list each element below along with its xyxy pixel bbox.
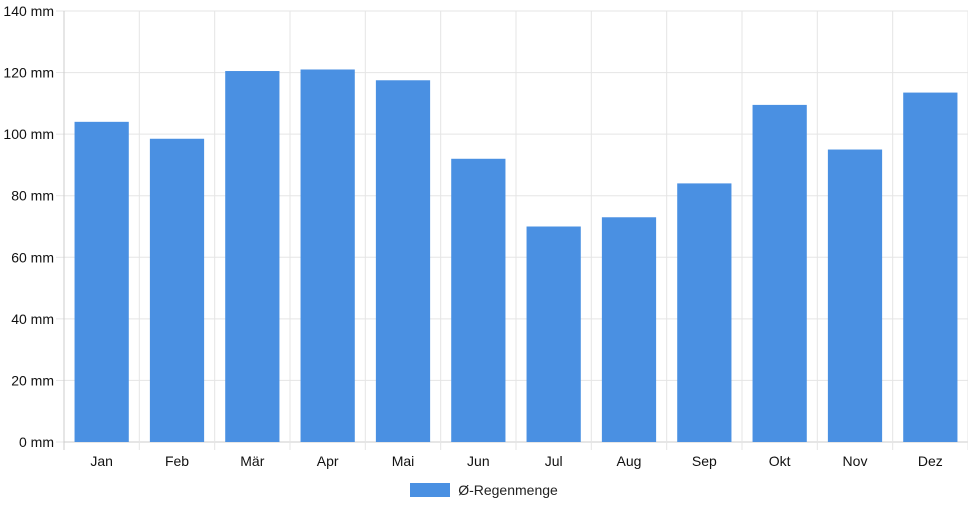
bar [375,80,431,443]
x-tick-label: Apr [317,453,339,469]
y-tick-label: 40 mm [11,311,54,327]
bar [225,71,280,443]
y-tick-label: 60 mm [11,249,54,265]
y-tick-label: 0 mm [19,434,54,450]
bar [677,183,732,442]
bar [752,104,807,443]
x-tick-label: Dez [918,453,943,469]
legend-swatch [410,483,451,497]
x-tick-label: Aug [617,453,642,469]
x-tick-label: Jun [467,453,490,469]
bar [451,158,506,442]
bar [601,217,657,442]
bar [827,149,883,443]
x-tick-label: Jan [90,453,113,469]
x-tick-label: Mai [392,453,415,469]
x-tick-label: Feb [165,453,189,469]
y-tick-label: 120 mm [3,65,54,81]
x-tick-label: Sep [692,453,717,469]
bar [149,138,205,442]
x-tick-label: Okt [769,453,791,469]
bar [526,226,581,442]
y-tick-label: 140 mm [3,3,54,19]
x-tick-label: Mär [240,453,264,469]
x-tick-label: Jul [545,453,563,469]
chart-legend[interactable]: Ø-Regenmenge [0,480,968,500]
bar [74,121,129,442]
legend-label: Ø-Regenmenge [458,482,558,498]
bar [300,69,355,442]
y-tick-label: 20 mm [11,372,54,388]
y-tick-label: 100 mm [3,126,54,142]
x-tick-label: Nov [843,453,868,469]
y-tick-label: 80 mm [11,188,54,204]
bar [903,92,958,442]
